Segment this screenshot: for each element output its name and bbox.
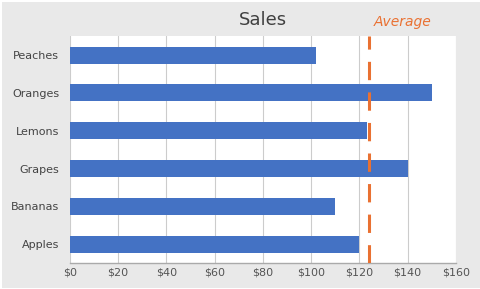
Title: Sales: Sales bbox=[238, 11, 286, 29]
Bar bbox=[70, 47, 315, 64]
Text: Average: Average bbox=[373, 14, 431, 29]
Bar bbox=[70, 122, 366, 139]
Bar bbox=[70, 84, 431, 101]
Bar bbox=[70, 198, 335, 215]
Bar bbox=[70, 236, 359, 253]
Bar bbox=[70, 160, 407, 177]
